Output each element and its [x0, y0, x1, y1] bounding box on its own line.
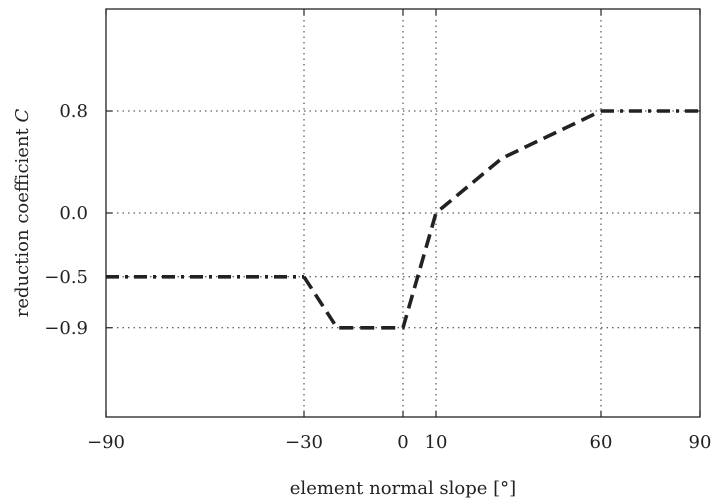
x-tick-label: −30: [285, 432, 323, 453]
dashed-curve-segment: [302, 109, 602, 330]
x-tick-label: 10: [425, 432, 448, 453]
y-axis-label-text: reduction coefficient: [12, 123, 33, 318]
x-tick-label: 0: [397, 432, 408, 453]
y-tick-label: 0.0: [59, 203, 88, 224]
x-tick-label: −90: [87, 432, 125, 453]
y-tick-label: 0.8: [59, 101, 88, 122]
grid-lines: [106, 9, 700, 417]
y-axis-label: reduction coefficient C: [12, 109, 33, 318]
x-tick-label: 60: [590, 432, 613, 453]
axis-ticks: −90 −30 0 10 60 90 0.8 0.0 −0.5 −0.9: [44, 9, 711, 453]
data-series: [106, 109, 700, 330]
x-tick-label: 90: [689, 432, 712, 453]
y-tick-label: −0.5: [44, 267, 88, 288]
y-tick-label: −0.9: [44, 318, 88, 339]
x-axis-label: element normal slope [°]: [290, 478, 516, 499]
y-axis-label-symbol: C: [12, 109, 33, 123]
